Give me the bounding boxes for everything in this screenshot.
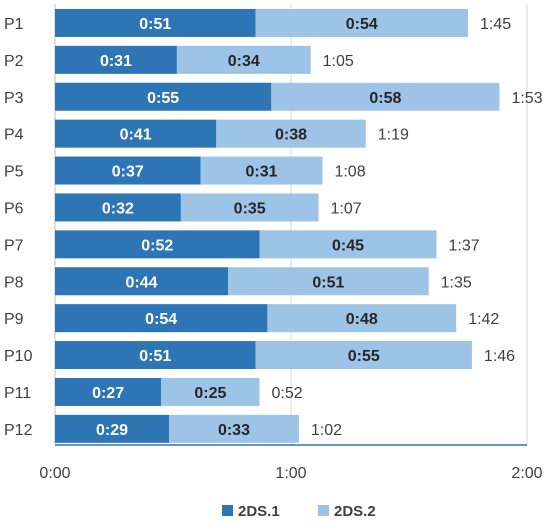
data-label-2ds2: 0:33 [218, 422, 250, 439]
data-label-2ds1: 0:37 [112, 164, 144, 181]
bar-segment-2ds1 [55, 156, 201, 185]
category-label: P12 [4, 422, 33, 439]
data-label-2ds2: 0:31 [245, 164, 277, 181]
bar-segment-2ds2 [180, 193, 319, 222]
category-label: P1 [4, 16, 24, 33]
bar-segment-2ds1 [55, 377, 162, 406]
total-label: 1:07 [331, 200, 362, 217]
legend-swatch-2ds2 [318, 505, 329, 516]
legend-swatch-2ds1 [222, 505, 233, 516]
gridlines [54, 4, 528, 446]
data-label-2ds1: 0:54 [145, 311, 177, 328]
data-label-2ds1: 0:29 [96, 422, 128, 439]
data-label-2ds1: 0:44 [126, 274, 158, 291]
bar-segment-2ds1 [55, 45, 177, 74]
bar-segment-2ds1 [55, 414, 170, 443]
x-tick-label: 0:00 [39, 465, 70, 482]
bar-segment-2ds2 [255, 341, 472, 370]
bar-segment-2ds1 [55, 119, 217, 148]
total-label: 1:19 [378, 127, 409, 144]
data-label-2ds1: 0:51 [139, 348, 171, 365]
data-label-2ds1: 0:32 [102, 200, 134, 217]
category-label: P2 [4, 53, 24, 70]
total-label: 1:08 [334, 164, 365, 181]
total-label: 1:45 [480, 16, 511, 33]
total-label: 1:02 [311, 422, 342, 439]
data-label-2ds2: 0:48 [346, 311, 378, 328]
bars: 0:51 0:54 1:45 0:31 0:34 1:05 0:55 0:58 1:53 0:41… [55, 8, 543, 443]
data-label-2ds2: 0:51 [312, 274, 344, 291]
category-label: P3 [4, 90, 24, 107]
data-label-2ds2: 0:54 [346, 16, 378, 33]
bar-segment-2ds2 [259, 230, 437, 259]
total-label: 1:35 [441, 274, 472, 291]
data-label-2ds1: 0:55 [147, 90, 179, 107]
bar-segment-2ds1 [55, 8, 256, 37]
data-label-2ds2: 0:55 [348, 348, 380, 365]
category-label: P8 [4, 274, 24, 291]
legend: 2DS.1 2DS.2 [222, 503, 376, 520]
legend-label-2ds1: 2DS.1 [238, 503, 280, 520]
bar-segment-2ds2 [200, 156, 323, 185]
legend-label-2ds2: 2DS.2 [334, 503, 376, 520]
bar-segment-2ds2 [267, 304, 457, 333]
total-label: 1:46 [484, 348, 515, 365]
total-label: 1:42 [468, 311, 499, 328]
bar-segment-2ds1 [55, 304, 268, 333]
category-label: P10 [4, 348, 33, 365]
category-label: P6 [4, 200, 24, 217]
data-label-2ds1: 0:27 [92, 385, 124, 402]
data-label-2ds2: 0:25 [194, 385, 226, 402]
data-label-2ds1: 0:51 [139, 16, 171, 33]
total-label: 0:52 [272, 385, 303, 402]
bar-segment-2ds2 [255, 8, 468, 37]
data-label-2ds1: 0:41 [120, 127, 152, 144]
bar-segment-2ds1 [55, 193, 181, 222]
bar-segment-2ds2 [161, 377, 260, 406]
total-label: 1:53 [511, 90, 542, 107]
bar-segment-2ds2 [169, 414, 299, 443]
data-label-2ds2: 0:35 [234, 200, 266, 217]
category-labels: P1 P2 P3 P4 P5 P6 P7 P8 P9 P10 P11 P12 [4, 16, 33, 439]
x-tick-label: 2:00 [511, 465, 542, 482]
bar-segment-2ds2 [176, 45, 311, 74]
bar-segment-2ds1 [55, 341, 256, 370]
category-label: P11 [4, 385, 31, 402]
category-label: P9 [4, 311, 24, 328]
data-label-2ds2: 0:34 [228, 53, 260, 70]
data-label-2ds1: 0:31 [100, 53, 132, 70]
total-label: 1:05 [323, 53, 354, 70]
bar-segment-2ds1 [55, 230, 260, 259]
x-tick-labels: 0:00 1:00 2:00 [39, 465, 542, 482]
bar-segment-2ds2 [228, 267, 429, 296]
category-label: P4 [4, 127, 24, 144]
bar-segment-2ds1 [55, 267, 229, 296]
category-label: P5 [4, 164, 24, 181]
data-label-2ds2: 0:58 [369, 90, 401, 107]
data-label-2ds2: 0:38 [275, 127, 307, 144]
data-label-2ds2: 0:45 [332, 237, 364, 254]
data-label-2ds1: 0:52 [141, 237, 173, 254]
bar-segment-2ds2 [216, 119, 366, 148]
total-label: 1:37 [449, 237, 480, 254]
bar-segment-2ds1 [55, 82, 272, 111]
x-tick-label: 1:00 [275, 465, 306, 482]
category-label: P7 [4, 237, 24, 254]
bar-segment-2ds2 [271, 82, 500, 111]
